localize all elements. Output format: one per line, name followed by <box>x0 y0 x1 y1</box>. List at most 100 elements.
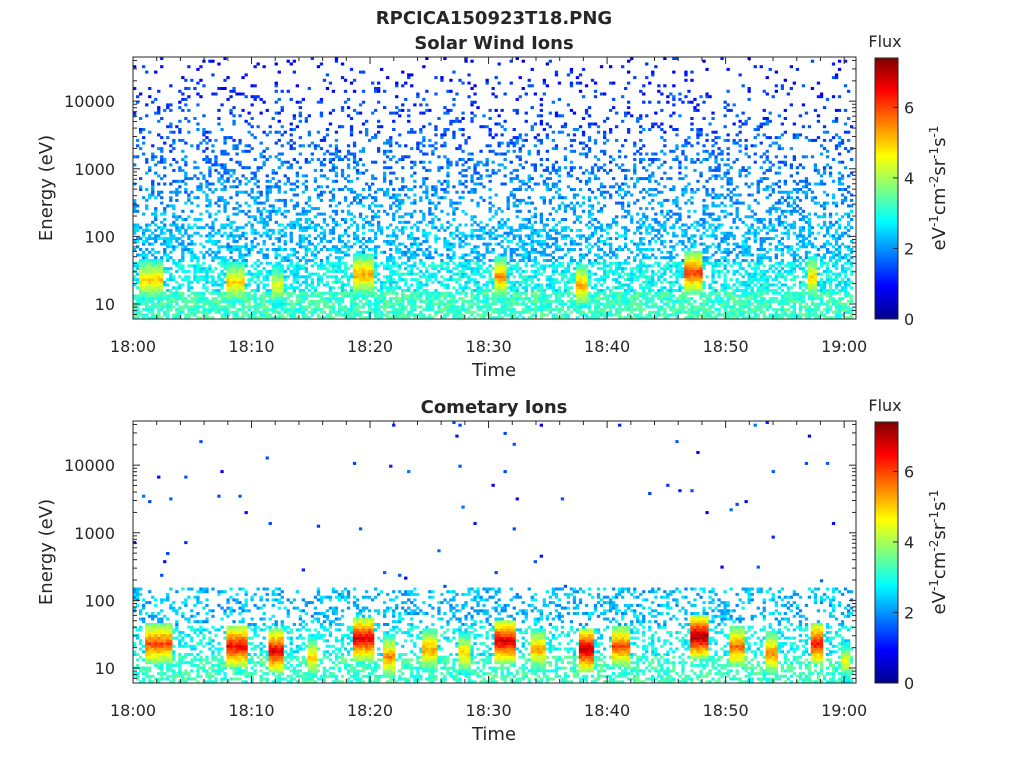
spectrogram-cell <box>325 297 330 301</box>
spectrogram-cell <box>193 231 197 235</box>
spectrogram-cell <box>304 297 308 301</box>
spectrogram-cell <box>292 223 296 227</box>
spectrogram-cell <box>223 264 227 268</box>
spectrogram-cell <box>331 218 336 221</box>
spectrogram-cell <box>365 267 369 271</box>
spectrogram-cell <box>346 248 351 251</box>
spectrogram-cell <box>145 160 149 164</box>
spectrogram-cell <box>316 316 321 320</box>
spectrogram-cell <box>503 220 507 224</box>
spectrogram-cell <box>298 245 302 249</box>
spectrogram-cell <box>343 283 348 287</box>
spectrogram-cell <box>584 313 589 317</box>
spectrogram-cell <box>386 280 390 284</box>
spectrogram-cell <box>253 275 257 279</box>
spectrogram-cell <box>371 215 375 219</box>
spectrogram-cell <box>361 267 366 271</box>
spectrogram-cell <box>274 253 278 257</box>
spectrogram-cell <box>530 289 534 292</box>
spectrogram-cell <box>196 204 200 208</box>
spectrogram-cell <box>422 136 426 140</box>
spectrogram-cell <box>157 160 161 164</box>
spectrogram-cell <box>304 286 308 290</box>
spectrogram-cell <box>371 261 375 265</box>
spectrogram-cell <box>449 204 453 208</box>
spectrogram-cell <box>211 226 215 230</box>
spectrogram-cell <box>488 117 492 120</box>
spectrogram-cell <box>355 267 360 271</box>
spectrogram-cell <box>250 278 254 282</box>
spectrogram-cell <box>497 278 501 282</box>
spectrogram-cell <box>491 215 495 219</box>
spectrogram-cell <box>437 291 441 295</box>
spectrogram-cell <box>389 302 393 306</box>
spectrogram-cell <box>304 313 308 317</box>
spectrogram-cell <box>292 267 296 271</box>
spectrogram-cell <box>398 220 402 224</box>
spectrogram-cell <box>178 89 182 93</box>
spectrogram-cell <box>461 234 465 238</box>
spectrogram-cell <box>554 237 559 241</box>
spectrogram-cell <box>247 291 251 295</box>
spectrogram-cell <box>298 289 302 292</box>
spectrogram-cell <box>500 239 504 243</box>
spectrogram-cell <box>226 302 230 306</box>
spectrogram-cell <box>160 289 164 292</box>
spectrogram-cell <box>416 280 420 284</box>
spectrogram-cell <box>440 261 444 265</box>
spectrogram-cell <box>340 209 345 213</box>
spectrogram-cell <box>413 130 417 134</box>
spectrogram-cell <box>431 261 435 265</box>
spectrogram-cell <box>181 310 185 314</box>
spectrogram-cell <box>211 280 215 284</box>
spectrogram-cell <box>151 242 155 246</box>
spectrogram-cell <box>482 294 486 298</box>
spectrogram-cell <box>557 196 562 200</box>
spectrogram-cell <box>223 163 227 167</box>
spectrogram-cell <box>160 299 164 303</box>
spectrogram-cell <box>280 133 284 137</box>
spectrogram-cell <box>554 289 559 292</box>
spectrogram-cell <box>575 267 580 271</box>
spectrogram-cell <box>434 291 438 295</box>
spectrogram-cell <box>268 212 272 216</box>
spectrogram-cell <box>548 59 552 63</box>
spectrogram-cell <box>184 87 188 90</box>
spectrogram-cell <box>446 171 450 175</box>
spectrogram-cell <box>464 141 468 145</box>
spectrogram-cell <box>380 228 384 232</box>
spectrogram-cell <box>136 239 140 243</box>
spectrogram-cell <box>172 294 176 298</box>
spectrogram-cell <box>527 305 531 309</box>
spectrogram-cell <box>428 168 432 172</box>
spectrogram-cell <box>169 108 173 112</box>
spectrogram-cell <box>503 152 507 156</box>
spectrogram-cell <box>229 168 233 172</box>
spectrogram-cell <box>151 259 155 262</box>
spectrogram-cell <box>458 182 462 186</box>
spectrogram-cell <box>371 256 375 260</box>
spectrogram-cell <box>202 286 206 290</box>
spectrogram-cell <box>226 278 230 282</box>
spectrogram-cell <box>425 299 429 303</box>
spectrogram-cell <box>407 302 411 306</box>
spectrogram-cell <box>500 272 504 276</box>
spectrogram-cell <box>428 231 432 235</box>
spectrogram-cell <box>581 302 586 306</box>
spectrogram-cell <box>545 177 549 181</box>
spectrogram-cell <box>196 103 200 107</box>
spectrogram-cell <box>452 313 456 317</box>
spectrogram-cell <box>488 316 492 320</box>
spectrogram-cell <box>331 237 336 241</box>
spectrogram-cell <box>395 160 399 164</box>
spectrogram-cell <box>368 305 372 309</box>
spectrogram-cell <box>361 256 366 260</box>
spectrogram-cell <box>581 294 586 298</box>
spectrogram-cell <box>277 119 281 123</box>
spectrogram-cell <box>361 289 366 292</box>
spectrogram-cell <box>587 291 592 295</box>
spectrogram-cell <box>497 310 501 314</box>
spectrogram-cell <box>425 237 429 241</box>
spectrogram-cell <box>193 264 197 268</box>
spectrogram-cell <box>157 106 161 110</box>
